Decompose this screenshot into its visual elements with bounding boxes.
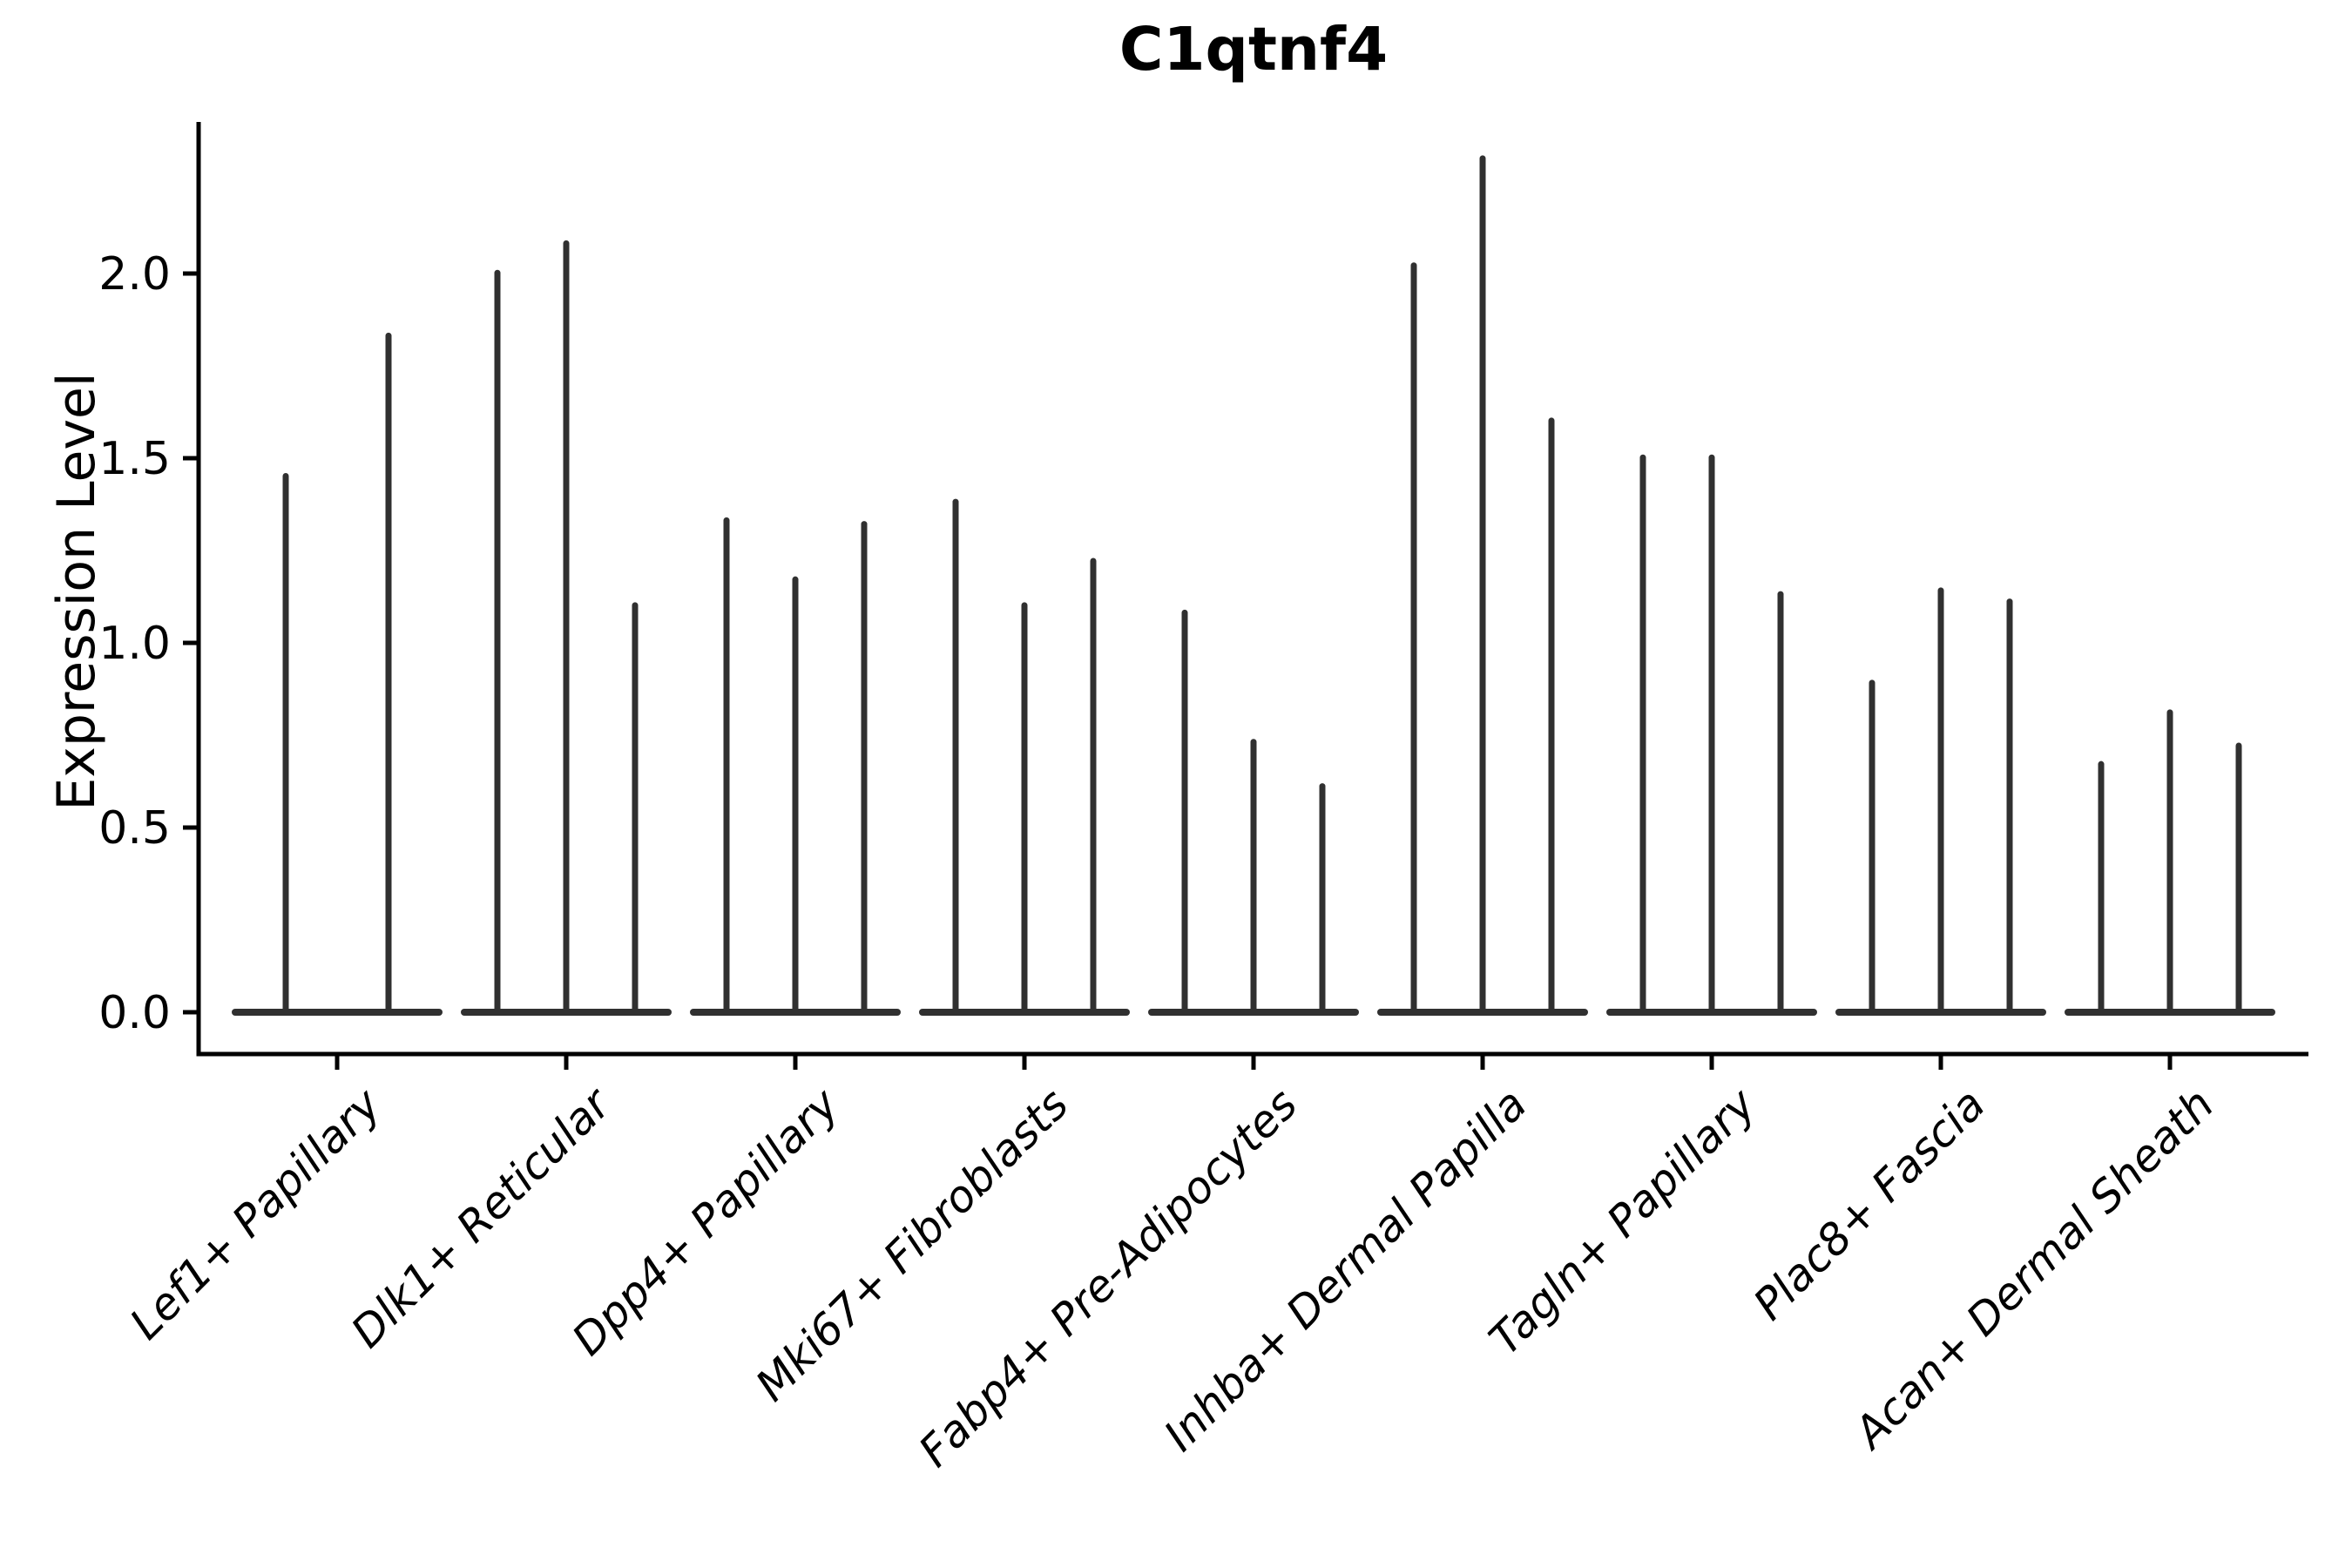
violin-spike [385,332,392,1017]
chart-title: C1qtnf4 [1119,15,1389,84]
violin-body-baseline [232,1009,443,1016]
violin-spike [1250,739,1257,1016]
violin-spike [1708,454,1715,1016]
violin-spike [2006,598,2013,1016]
violin-spike [1937,587,1944,1016]
violin-spike [632,602,639,1016]
violin-spike [282,472,289,1016]
violin-spike [792,576,799,1016]
violin-spike [952,498,959,1016]
violin-spike [563,240,570,1017]
y-tick-label: 2.0 [98,248,171,301]
violin-spike [2166,709,2173,1016]
violin-spike [1777,591,1784,1016]
violin-spike [861,521,868,1016]
violin-spike [494,269,501,1016]
y-tick-label: 1.0 [98,618,171,670]
y-tick-label: 1.5 [98,433,171,485]
y-tick-label: 0.5 [98,802,171,855]
violin-spike [1548,417,1555,1016]
violin-spike [2235,742,2242,1016]
violin-spike [1639,454,1646,1016]
y-tick-label: 0.0 [98,987,171,1039]
violin-spike [1410,262,1417,1016]
violin-spike [1869,679,1876,1016]
violin-spike [723,517,730,1016]
violin-spike [1021,602,1028,1016]
violin-spike [2098,760,2105,1016]
violin-spike [1181,609,1188,1016]
violin-spike [1319,783,1326,1016]
violin-spike [1090,558,1097,1016]
violin-spike [1479,155,1486,1016]
